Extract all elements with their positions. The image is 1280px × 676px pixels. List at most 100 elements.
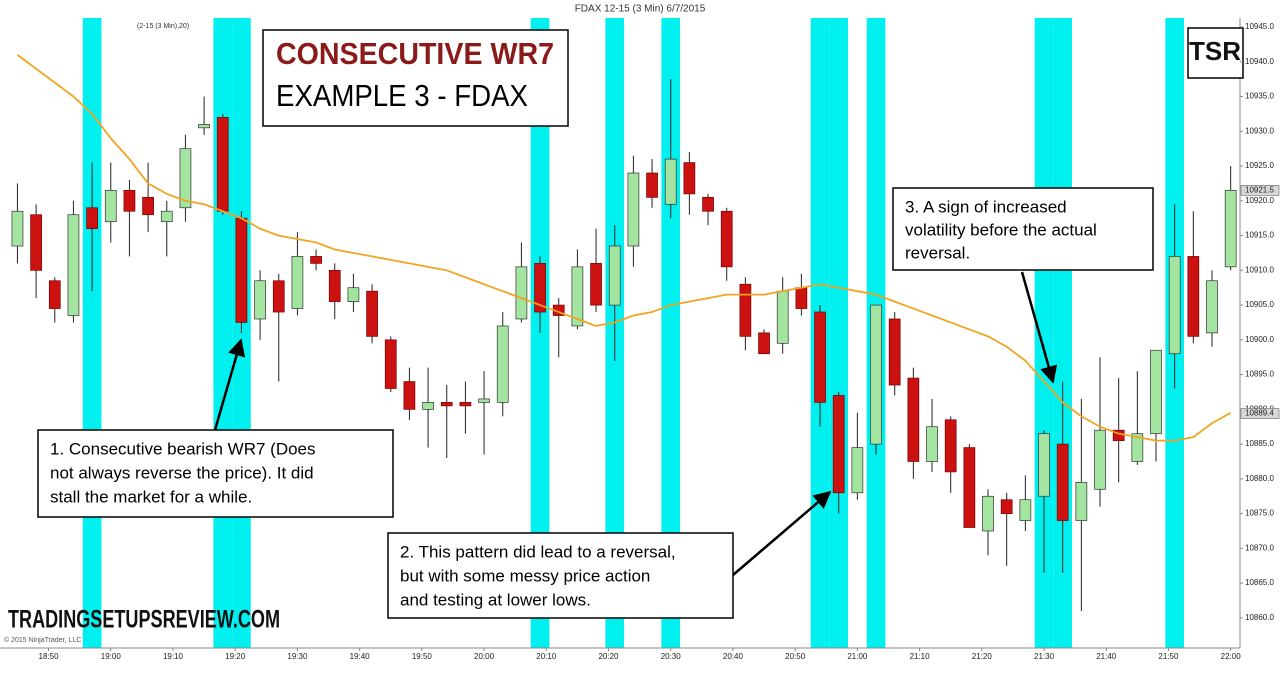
candle-body — [1150, 349, 1162, 435]
annotation-text: volatility before the actual — [905, 220, 1097, 239]
x-tick-label: 18:50 — [39, 652, 60, 661]
candle-body — [814, 311, 826, 403]
candle-body — [870, 304, 882, 445]
x-tick-label: 19:50 — [412, 652, 433, 661]
candle-body — [496, 325, 509, 403]
heading-box — [262, 29, 569, 127]
candle-body — [30, 214, 42, 271]
annotation-text: reversal. — [905, 243, 970, 262]
candle-body — [384, 339, 397, 389]
y-tick-label: 10925.0 — [1245, 161, 1274, 170]
candle-body — [832, 395, 845, 494]
x-tick-label: 19:30 — [287, 652, 308, 661]
candle-body — [534, 263, 546, 313]
price-marker — [1240, 185, 1280, 196]
chart-title: FDAX 12-15 (3 Min) 6/7/2015 — [575, 4, 706, 15]
x-tick-label: 21:40 — [1096, 652, 1117, 661]
candle-body — [1187, 256, 1200, 337]
candle-body — [1168, 256, 1181, 355]
candle-body — [1019, 499, 1032, 521]
candle-body — [11, 210, 24, 247]
candle-body — [160, 210, 173, 223]
candle-body — [888, 318, 901, 386]
candle-body — [254, 280, 266, 320]
x-tick-label: 21:50 — [1158, 652, 1179, 661]
candle-body — [1000, 499, 1013, 514]
candle-body — [310, 256, 322, 264]
candle-body — [646, 172, 658, 198]
y-tick-label: 10900.0 — [1245, 335, 1274, 344]
y-tick-label: 10875.0 — [1245, 509, 1274, 518]
candle-body — [683, 162, 696, 195]
candle-body — [664, 158, 677, 205]
candle-body — [440, 402, 453, 407]
candle-body — [907, 377, 920, 462]
highlight-band — [232, 18, 251, 648]
candle-body — [48, 280, 61, 309]
arrow — [1020, 271, 1058, 384]
arrow — [732, 490, 832, 576]
annotation-text: 1. Consecutive bearish WR7 (Does — [50, 439, 316, 458]
x-tick-label: 20:10 — [536, 652, 557, 661]
candle-body — [104, 190, 117, 223]
x-tick-label: 21:20 — [972, 652, 993, 661]
heading-line: EXAMPLE 3 - FDAX — [276, 78, 528, 113]
x-tick-label: 21:00 — [847, 652, 868, 661]
arrow — [213, 338, 246, 431]
candle-body — [739, 283, 752, 337]
candle-body — [422, 402, 434, 410]
x-tick-label: 21:30 — [1034, 652, 1055, 661]
candle-body — [67, 214, 80, 316]
price-marker — [1240, 408, 1280, 419]
annotation-text: but with some messy price action — [400, 566, 650, 585]
highlight-band — [213, 18, 233, 648]
highlight-band — [530, 18, 550, 648]
y-tick-label: 10905.0 — [1245, 300, 1274, 309]
candle-body — [1131, 433, 1144, 462]
candle-body — [776, 290, 789, 344]
candle-body — [198, 124, 210, 129]
x-tick-label: 21:10 — [910, 652, 931, 661]
x-tick-label: 19:20 — [225, 652, 246, 661]
candle-body — [478, 398, 490, 403]
x-tick-label: 22:00 — [1221, 652, 1242, 661]
highlight-band — [829, 18, 849, 648]
y-tick-label: 10915.0 — [1245, 231, 1274, 240]
y-tick-label: 10945.0 — [1245, 22, 1274, 31]
candle-body — [1224, 190, 1237, 268]
y-tick-label: 10880.0 — [1245, 474, 1274, 483]
annotation-text: stall the market for a while. — [50, 487, 252, 506]
candle-body — [758, 332, 770, 355]
candle-body — [702, 196, 714, 212]
x-tick-label: 20:30 — [661, 652, 682, 661]
logo: TSR — [1189, 36, 1241, 66]
y-tick-label: 10865.0 — [1245, 578, 1274, 587]
candle-body — [1038, 433, 1050, 497]
candle-body — [1206, 280, 1218, 334]
y-tick-label: 10930.0 — [1245, 126, 1274, 135]
x-tick-label: 19:40 — [350, 652, 371, 661]
candle-body — [963, 447, 976, 528]
x-tick-label: 20:50 — [785, 652, 806, 661]
y-tick-label: 10895.0 — [1245, 370, 1274, 379]
annotation-box — [387, 532, 734, 619]
candle-body — [366, 290, 378, 337]
candle-body — [795, 287, 808, 309]
heading-line: CONSECUTIVE WR7 — [276, 36, 554, 71]
price-marker-label: 10921.5 — [1245, 185, 1274, 194]
annotation-box — [892, 187, 1154, 271]
candle-body — [571, 266, 584, 327]
x-tick-label: 19:10 — [163, 652, 184, 661]
candle-body — [926, 426, 938, 462]
annotation-text: 2. This pattern did lead to a reversal, — [400, 542, 676, 561]
annotation-box — [37, 429, 394, 518]
candle-body — [982, 495, 994, 532]
y-tick-label: 10940.0 — [1245, 57, 1274, 66]
candle-body — [515, 266, 528, 320]
x-tick-label: 20:40 — [723, 652, 744, 661]
candle-body — [1075, 481, 1088, 521]
y-tick-label: 10860.0 — [1245, 613, 1274, 622]
candle-body — [944, 419, 957, 473]
candle-body — [403, 381, 416, 410]
